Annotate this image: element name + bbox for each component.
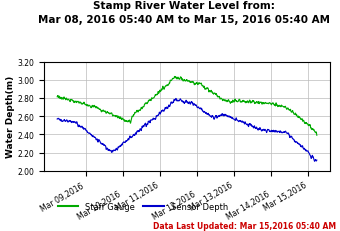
Text: Stamp River Water Level from:: Stamp River Water Level from: <box>93 1 274 11</box>
Text: Data Last Updated: Mar 15,2016 05:40 AM: Data Last Updated: Mar 15,2016 05:40 AM <box>153 221 337 230</box>
Text: Mar 08, 2016 05:40 AM to Mar 15, 2016 05:40 AM: Mar 08, 2016 05:40 AM to Mar 15, 2016 05… <box>38 15 329 25</box>
Y-axis label: Water Depth(m): Water Depth(m) <box>6 76 15 158</box>
Legend: Staff Gauge, Sensor Depth: Staff Gauge, Sensor Depth <box>54 199 231 214</box>
